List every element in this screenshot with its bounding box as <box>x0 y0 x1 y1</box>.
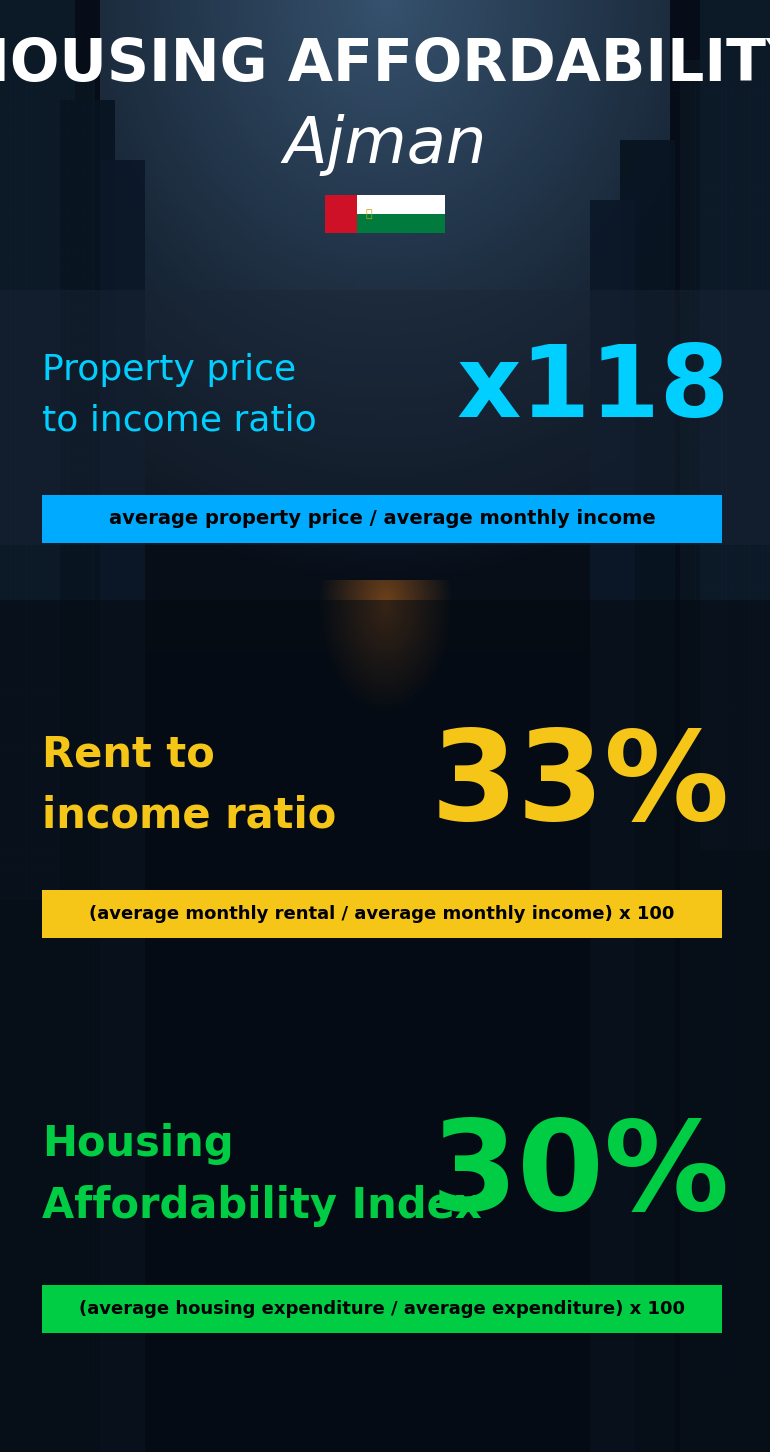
Text: (average housing expenditure / average expenditure) x 100: (average housing expenditure / average e… <box>79 1300 685 1318</box>
Text: Ajman: Ajman <box>283 115 487 176</box>
FancyBboxPatch shape <box>0 290 770 544</box>
Text: 🤍: 🤍 <box>366 209 372 219</box>
Text: 30%: 30% <box>430 1115 730 1236</box>
FancyBboxPatch shape <box>42 890 722 938</box>
FancyBboxPatch shape <box>60 100 115 1452</box>
FancyBboxPatch shape <box>357 195 445 213</box>
FancyBboxPatch shape <box>700 0 770 849</box>
Text: Rent to
income ratio: Rent to income ratio <box>42 733 336 836</box>
Text: x118: x118 <box>457 341 730 439</box>
Text: Property price
to income ratio: Property price to income ratio <box>42 353 316 437</box>
FancyBboxPatch shape <box>42 1285 722 1333</box>
Text: average property price / average monthly income: average property price / average monthly… <box>109 510 655 529</box>
FancyBboxPatch shape <box>42 495 722 543</box>
FancyBboxPatch shape <box>0 80 95 1452</box>
Text: Housing
Affordability Index: Housing Affordability Index <box>42 1122 482 1227</box>
FancyBboxPatch shape <box>325 195 357 232</box>
FancyBboxPatch shape <box>357 213 445 232</box>
Text: 33%: 33% <box>430 725 730 845</box>
Text: HOUSING AFFORDABILITY: HOUSING AFFORDABILITY <box>0 36 770 93</box>
FancyBboxPatch shape <box>590 200 635 1452</box>
Text: (average monthly rental / average monthly income) x 100: (average monthly rental / average monthl… <box>89 905 675 923</box>
FancyBboxPatch shape <box>0 600 770 1452</box>
FancyBboxPatch shape <box>680 60 770 1452</box>
FancyBboxPatch shape <box>0 0 75 900</box>
FancyBboxPatch shape <box>620 139 675 1452</box>
FancyBboxPatch shape <box>100 160 145 1452</box>
